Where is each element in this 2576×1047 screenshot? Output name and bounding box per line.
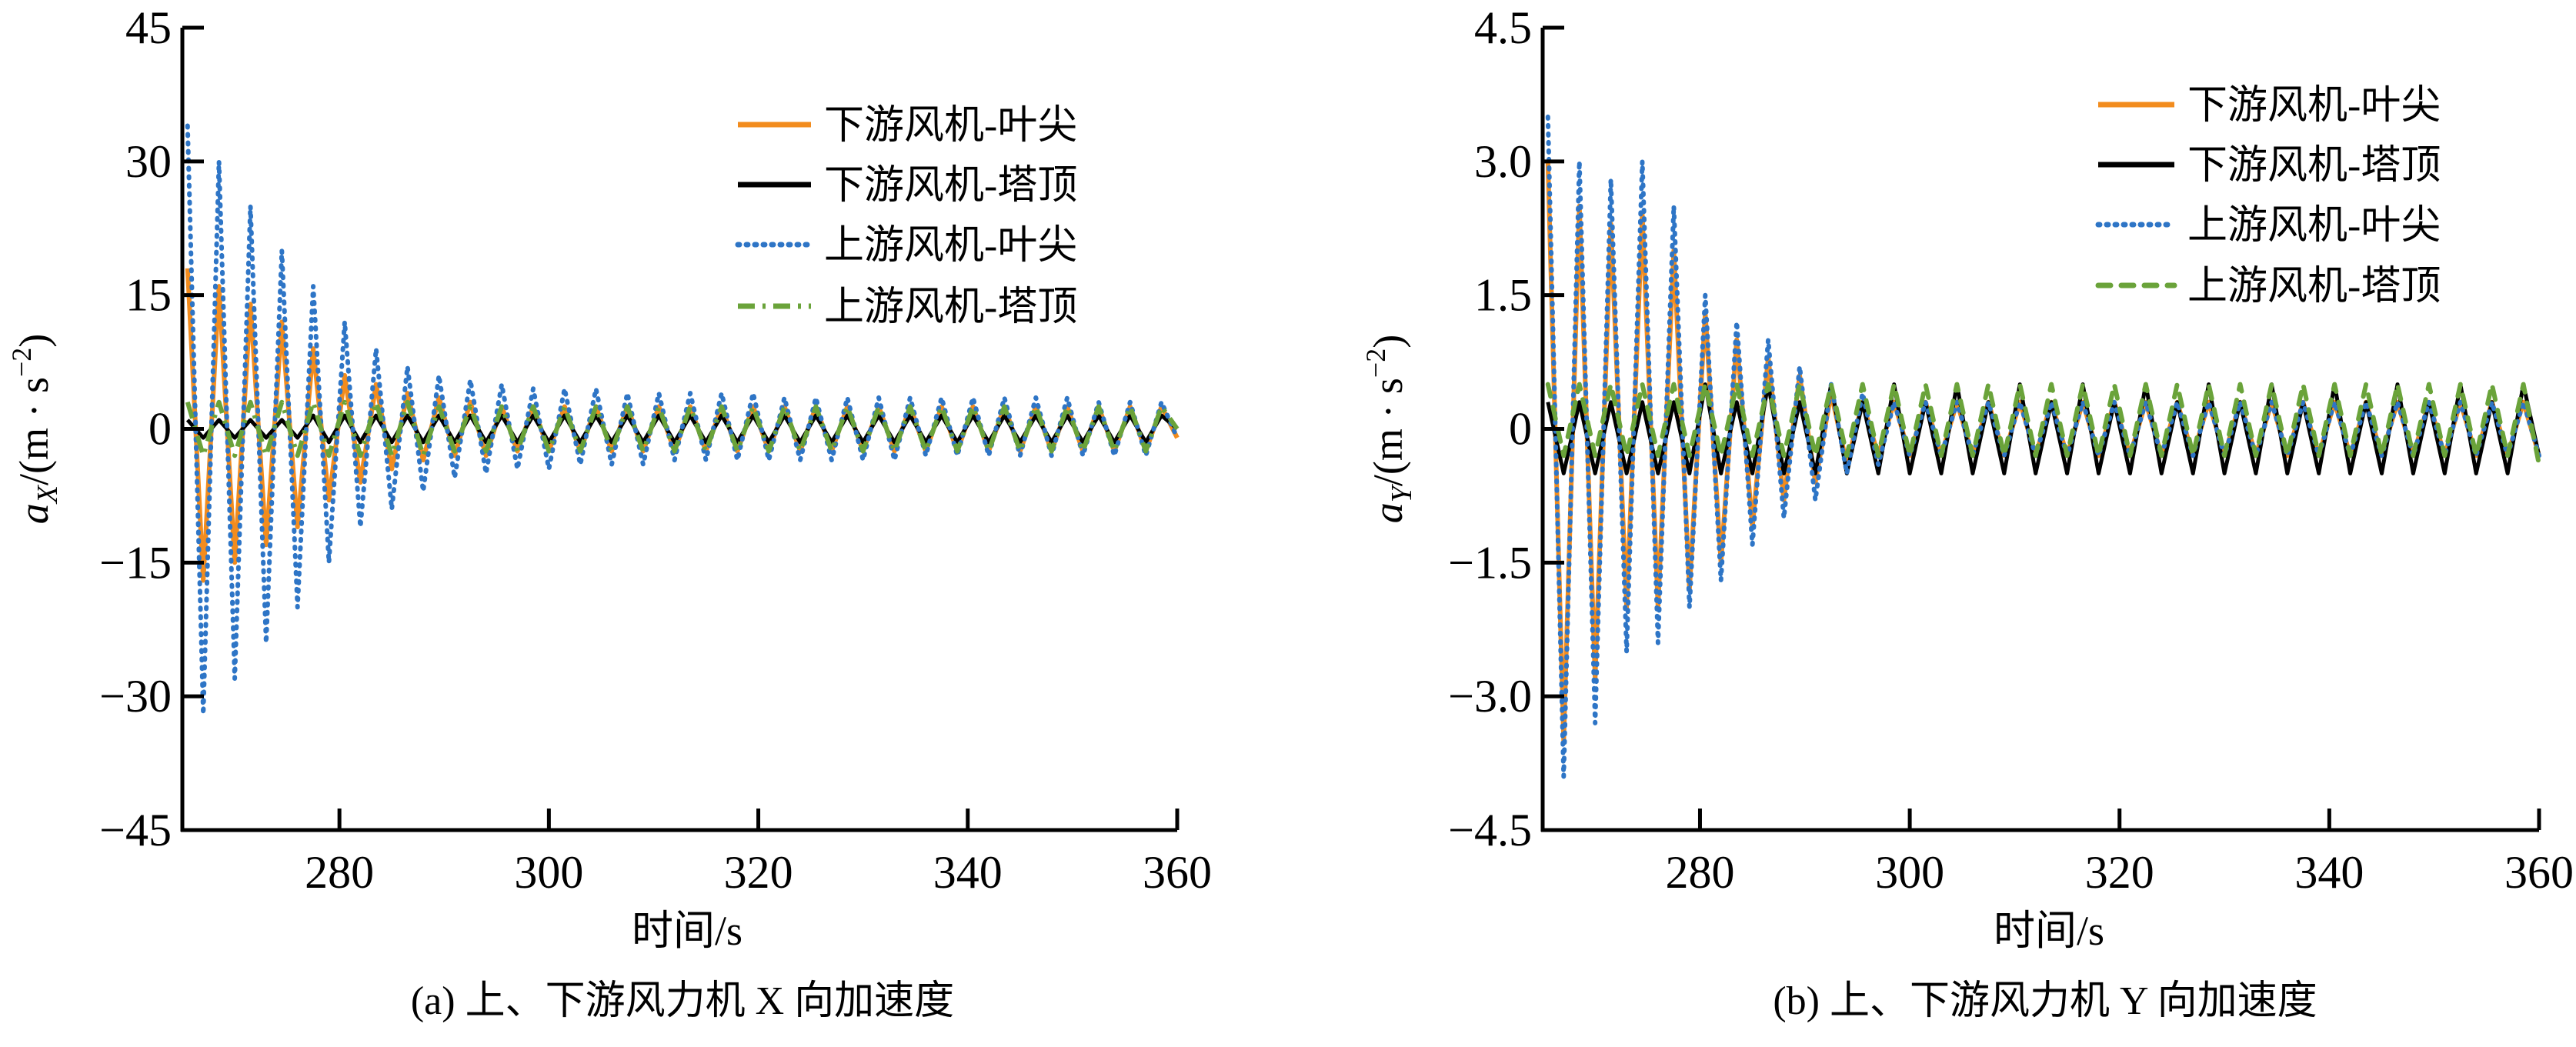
x-tick-label: 320	[724, 847, 793, 898]
x-tick-label: 280	[1665, 847, 1734, 898]
y-tick-label: −1.5	[1448, 537, 1532, 588]
x-axis-label: 时间/s	[632, 908, 742, 954]
legend-label-3: 上游风机-塔顶	[824, 285, 1077, 329]
y-tick-label: −3.0	[1448, 671, 1532, 722]
y-axis-label: aX/(m · s−2)	[6, 334, 64, 525]
y-tick-label: −45	[99, 805, 172, 855]
y-tick-label: −30	[99, 671, 172, 722]
legend-label-3: 上游风机-塔顶	[2187, 265, 2441, 308]
y-label-exponent: −2	[6, 348, 37, 377]
y-label-unit: /(m · s	[11, 377, 57, 485]
y-label-variable: a	[11, 503, 57, 524]
series-line-3	[1545, 382, 2541, 467]
y-tick-label: 15	[125, 270, 172, 321]
chart-panel-b: 280 300 320 340 360 4.5 3.0 1.5 0 −1.5 −3.0 −4.5 aY/…	[1360, 2, 2574, 1023]
y-label-close: )	[11, 334, 57, 348]
series-line-2	[185, 123, 1180, 717]
x-tick-label: 360	[2504, 847, 2574, 898]
y-label-variable: a	[1365, 502, 1411, 523]
y-label-subscript: X	[32, 484, 64, 505]
y-tick-label: −4.5	[1448, 805, 1532, 855]
x-tick-label: 340	[933, 847, 1003, 898]
legend-label-0: 下游风机-叶尖	[824, 104, 1077, 148]
y-tick-label: 3.0	[1474, 136, 1532, 187]
x-tick-label: 300	[1875, 847, 1944, 898]
series-line-0	[1545, 161, 2541, 744]
x-tick-label: 320	[2085, 847, 2154, 898]
legend-label-2: 上游风机-叶尖	[824, 224, 1077, 268]
y-axis-label: aY/(m · s−2)	[1360, 335, 1418, 523]
legend-label-1: 下游风机-塔顶	[824, 164, 1077, 208]
panel-caption: (a) 上、下游风力机 X 向加速度	[411, 979, 954, 1023]
x-tick-label: 280	[305, 847, 374, 898]
y-tick-label: −15	[99, 537, 172, 588]
chart-panel-a: 280 300 320 340 360 45 30 15 0 −15 −30 −45 aX/(m · s…	[6, 2, 1212, 1023]
y-tick-label: 0	[1509, 404, 1532, 455]
legend-label-0: 下游风机-叶尖	[2187, 84, 2441, 128]
y-tick-label: 0	[148, 404, 172, 455]
y-label-subscript: Y	[1386, 483, 1418, 502]
x-axis-label: 时间/s	[1994, 908, 2104, 954]
panel-caption: (b) 上、下游风力机 Y 向加速度	[1773, 979, 2317, 1023]
y-tick-label: 30	[125, 136, 172, 187]
legend-label-1: 下游风机-塔顶	[2187, 144, 2441, 188]
x-tick-label: 360	[1143, 847, 1212, 898]
y-label-close: )	[1365, 335, 1411, 348]
series-group	[185, 123, 1180, 717]
x-tick-label: 300	[514, 847, 583, 898]
series-group	[1545, 114, 2541, 779]
y-label-exponent: −2	[1360, 348, 1391, 378]
y-label-unit: /(m · s	[1365, 378, 1411, 486]
y-tick-label: 45	[125, 2, 172, 53]
x-tick-label: 340	[2294, 847, 2364, 898]
legend-label-2: 上游风机-叶尖	[2187, 204, 2441, 248]
y-tick-label: 1.5	[1474, 270, 1532, 321]
y-tick-label: 4.5	[1474, 2, 1532, 53]
